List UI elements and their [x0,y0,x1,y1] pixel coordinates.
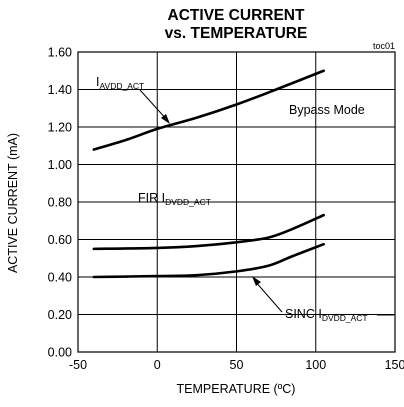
x-tick-label: 150 [385,358,404,372]
x-tick-label: -50 [69,358,87,372]
label-avdd-sub: AVDD_ACT [99,81,144,91]
label-avdd: IAVDD_ACT [96,75,144,91]
label-fir-main: FIR I [138,191,165,205]
plot-frame [77,51,396,353]
y-tick-label: 1.60 [48,46,72,60]
y-tick-label: 0.00 [48,346,72,360]
y-tick-label: 0.20 [48,308,72,322]
y-tick-label: 0.80 [48,196,72,210]
y-tick-label: 1.20 [48,121,72,135]
label-sinc-main: SINC I [285,307,322,321]
figure-ref: toc01 [373,41,395,51]
y-tick-label: 1.40 [48,83,72,97]
leader-sinc [253,279,283,313]
arrowhead-avdd [161,114,170,124]
x-tick-label: 0 [154,358,161,372]
label-fir: FIR IDVDD_ACT [138,191,211,207]
label-sinc: SINC IDVDD_ACT [285,307,368,323]
y-axis-ticks: 0.00 0.20 0.40 0.60 0.80 1.00 1.20 1.40 1.60 [48,46,72,360]
x-tick-label: 50 [230,358,244,372]
label-bypass: Bypass Mode [289,103,365,117]
series-line-0 [92,69,325,151]
label-fir-sub: DVDD_ACT [165,197,211,207]
chart-title-line2: vs. TEMPERATURE [165,25,308,42]
leader-avdd [139,89,169,122]
arrowhead-sinc [252,276,261,286]
x-axis-label: TEMPERATURE (ºC) [177,382,296,396]
series-line-2 [92,242,325,279]
chart-title-line1: ACTIVE CURRENT [168,7,305,24]
label-avdd-main: I [96,75,99,89]
y-tick-label: 0.40 [48,271,72,285]
x-tick-label: 100 [305,358,326,372]
label-sinc-sub: DVDD_ACT [322,313,368,323]
series-lines [92,69,325,279]
x-axis-ticks: -50 0 50 100 150 [69,358,404,372]
y-axis-label: ACTIVE CURRENT (mA) [6,133,20,273]
grid [78,52,395,352]
y-tick-label: 1.00 [48,158,72,172]
series-line-1 [92,213,325,251]
y-tick-label: 0.60 [48,233,72,247]
